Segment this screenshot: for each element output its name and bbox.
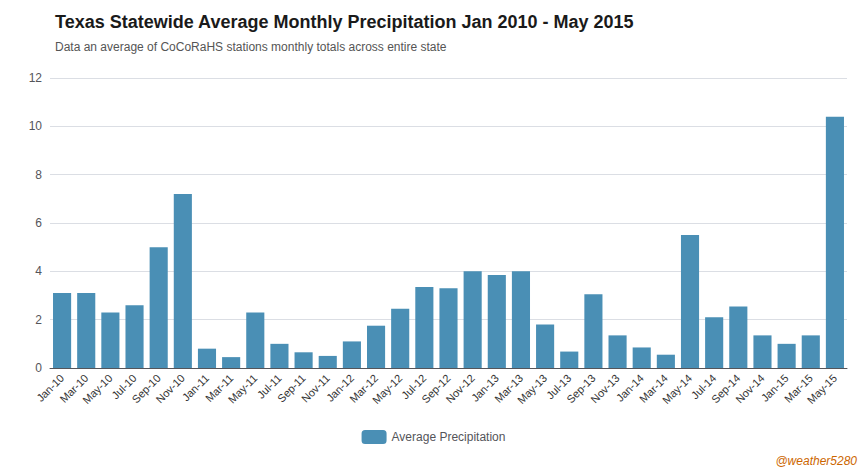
svg-text:Sep-10: Sep-10 (129, 371, 163, 406)
svg-text:Nov-12: Nov-12 (443, 372, 477, 406)
svg-text:Jan-10: Jan-10 (34, 371, 67, 404)
svg-text:4: 4 (35, 264, 42, 278)
svg-text:Sep-12: Sep-12 (419, 371, 453, 406)
svg-text:Jul-11: Jul-11 (254, 371, 284, 401)
svg-text:Mar-14: Mar-14 (637, 371, 671, 405)
svg-text:8: 8 (35, 168, 42, 182)
svg-text:Jul-12: Jul-12 (398, 371, 429, 402)
svg-text:10: 10 (29, 119, 43, 133)
svg-text:0: 0 (35, 361, 42, 375)
svg-text:May-13: May-13 (515, 372, 549, 406)
svg-text:Sep-11: Sep-11 (274, 371, 308, 405)
svg-text:Mar-12: Mar-12 (347, 371, 381, 405)
svg-text:Mar-10: Mar-10 (57, 371, 91, 405)
svg-text:Mar-15: Mar-15 (781, 371, 815, 405)
svg-text:Jul-10: Jul-10 (109, 371, 139, 402)
svg-text:Jan-15: Jan-15 (758, 371, 791, 404)
svg-text:May-15: May-15 (805, 372, 839, 406)
svg-text:Sep-14: Sep-14 (709, 371, 743, 406)
svg-text:May-14: May-14 (660, 372, 694, 406)
svg-text:Jan-14: Jan-14 (613, 371, 646, 404)
svg-text:12: 12 (29, 71, 43, 85)
svg-text:Nov-14: Nov-14 (733, 372, 767, 406)
svg-text:Mar-11: Mar-11 (202, 371, 236, 405)
svg-text:Data an average of CoCoRaHS st: Data an average of CoCoRaHS stations mon… (55, 40, 447, 54)
svg-text:Jan-11: Jan-11 (179, 371, 212, 404)
svg-text:May-10: May-10 (80, 372, 114, 406)
svg-text:Jul-13: Jul-13 (543, 371, 574, 402)
svg-text:6: 6 (35, 216, 42, 230)
svg-text:@weather5280: @weather5280 (775, 454, 857, 468)
svg-text:Nov-13: Nov-13 (588, 372, 622, 406)
svg-text:Jul-14: Jul-14 (688, 371, 719, 402)
svg-text:Sep-13: Sep-13 (564, 371, 598, 406)
svg-text:Nov-11: Nov-11 (299, 371, 332, 405)
svg-text:Texas Statewide Average Monthl: Texas Statewide Average Monthly Precipit… (55, 12, 634, 32)
svg-text:Nov-10: Nov-10 (154, 372, 188, 406)
svg-text:May-12: May-12 (370, 372, 404, 406)
svg-text:Jan-12: Jan-12 (323, 371, 357, 404)
svg-text:Mar-13: Mar-13 (492, 371, 526, 405)
svg-text:Average Precipitation: Average Precipitation (392, 430, 506, 444)
svg-text:Jan-13: Jan-13 (468, 371, 501, 404)
svg-text:May-11: May-11 (226, 372, 260, 406)
svg-text:2: 2 (35, 313, 42, 327)
